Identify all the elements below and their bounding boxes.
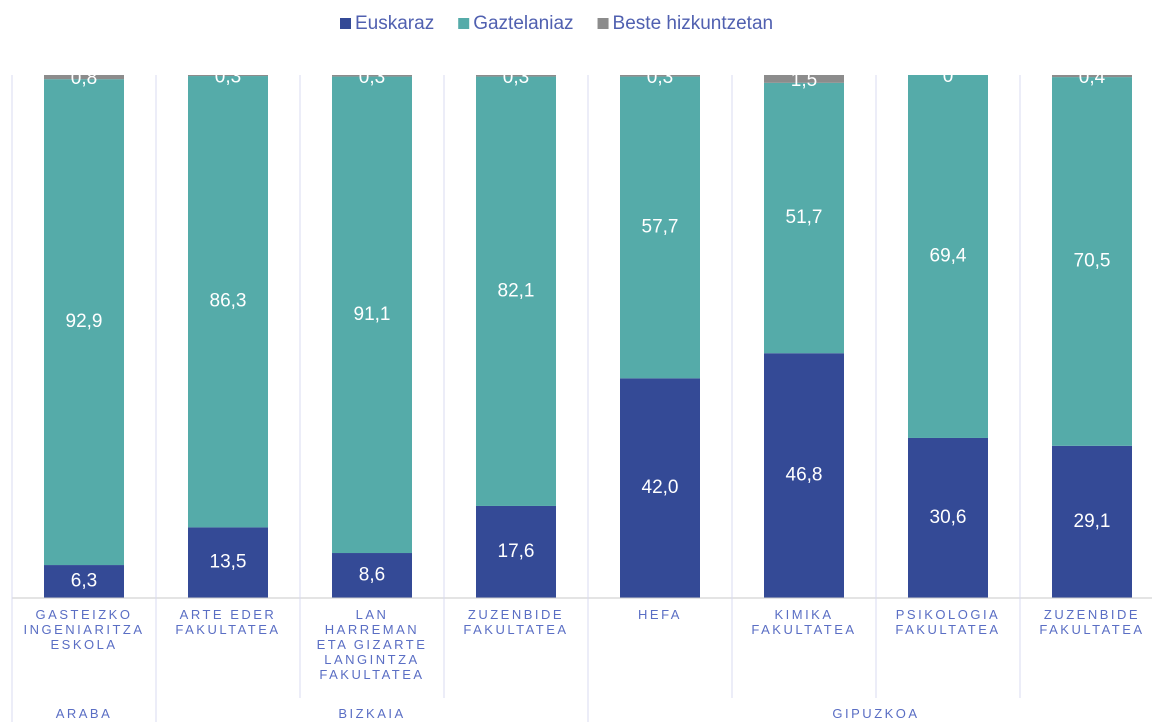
bar-segment xyxy=(188,75,268,77)
data-label: 13,5 xyxy=(210,552,247,573)
data-label: 0,3 xyxy=(647,67,673,88)
bar-segment xyxy=(620,378,700,598)
bar-segment xyxy=(44,565,124,598)
plot: 6,3 92,9 0,8 13,5 86,3 0,3 8,6 91,1 0,3 17,6 82,1 0… xyxy=(44,66,1132,598)
data-label: 0,3 xyxy=(359,67,385,88)
data-label: 1,5 xyxy=(791,70,817,91)
data-label: 86,3 xyxy=(210,291,247,312)
data-label: 46,8 xyxy=(786,465,823,486)
x-tick-label: GASTEIZKO INGENIARITZA ESKOLA xyxy=(23,607,145,652)
bar-segment xyxy=(332,76,412,554)
group-label: BIZKAIA xyxy=(338,706,406,721)
data-label: 69,4 xyxy=(930,245,967,266)
x-tick-label: HEFA xyxy=(638,607,682,622)
x-tick-label: KIMIKA FAKULTATEA xyxy=(751,607,857,637)
bar-segment xyxy=(908,437,988,598)
group-label: ARABA xyxy=(55,706,113,721)
bar-segment xyxy=(476,75,556,77)
data-label: 30,6 xyxy=(930,507,967,528)
legend-label: Beste hizkuntzetan xyxy=(613,13,774,34)
legend-swatch xyxy=(597,18,609,29)
bar-segment xyxy=(764,353,844,598)
x-tick-label: ZUZENBIDE FAKULTATEA xyxy=(1039,607,1145,637)
group-label: GIPUZKOA xyxy=(832,706,920,721)
data-label: 51,7 xyxy=(786,207,823,228)
x-tick-label: PSIKOLOGIA FAKULTATEA xyxy=(895,607,1001,637)
data-label: 6,3 xyxy=(71,571,97,592)
bar-segment xyxy=(908,75,988,438)
x-tick-label: LAN HARREMAN ETA GIZARTE LANGINTZA FAKUL… xyxy=(316,607,428,682)
data-label: 29,1 xyxy=(1074,511,1111,532)
data-label: 70,5 xyxy=(1074,250,1111,271)
data-label: 82,1 xyxy=(498,280,535,301)
x-tick-label: ZUZENBIDE FAKULTATEA xyxy=(463,607,569,637)
bar-segment xyxy=(1052,77,1132,446)
bar-segment xyxy=(764,82,844,354)
bar-segment xyxy=(188,527,268,598)
bar-segment xyxy=(620,75,700,77)
bar-segment xyxy=(1052,445,1132,598)
bar-segment xyxy=(620,76,700,379)
bar-segment xyxy=(764,75,844,83)
bar-segment xyxy=(44,79,124,566)
bar-segment xyxy=(332,75,412,77)
bar-segment xyxy=(476,505,556,598)
data-label: 42,0 xyxy=(642,477,679,498)
bar-segment xyxy=(44,75,124,80)
data-label: 17,6 xyxy=(498,541,535,562)
bar-segment xyxy=(476,76,556,506)
x-tick-label: ARTE EDER FAKULTATEA xyxy=(175,607,281,637)
data-label: 57,7 xyxy=(642,216,679,237)
legend-swatch xyxy=(340,18,351,29)
legend-swatch xyxy=(458,18,470,29)
data-label: 0,3 xyxy=(215,66,241,87)
data-label: 8,6 xyxy=(359,565,385,586)
bar-segment xyxy=(1052,75,1132,78)
data-label: 0,4 xyxy=(1079,67,1106,88)
data-label: 92,9 xyxy=(66,311,103,332)
data-label: 0,8 xyxy=(71,68,97,89)
data-label: 91,1 xyxy=(354,304,391,325)
legend-label: Gaztelaniaz xyxy=(473,13,573,34)
data-label: 0,3 xyxy=(503,67,529,88)
bar-segment xyxy=(188,76,268,528)
legend-label: Euskaraz xyxy=(355,13,434,34)
data-label: 0 xyxy=(943,66,954,87)
bar-segment xyxy=(332,553,412,598)
